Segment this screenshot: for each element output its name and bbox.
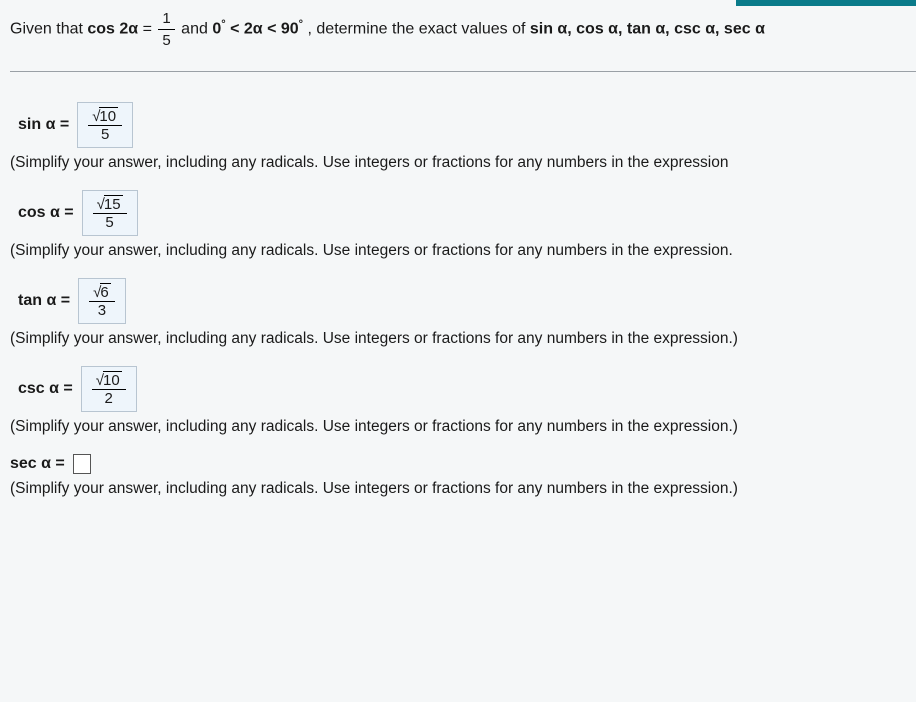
csc-num: 10: [92, 371, 126, 390]
cos-frac: 15 5: [93, 195, 127, 231]
csc-den: 2: [92, 390, 126, 407]
question-fraction: 1 5: [158, 8, 174, 51]
sin-row: sin α = 10 5: [10, 102, 916, 148]
page-content: Given that cos 2α = 1 5 and 0° < 2α < 90…: [0, 0, 916, 498]
cos-label: cos α =: [18, 204, 74, 222]
deg2: °: [299, 18, 303, 30]
cos-num: 15: [93, 195, 127, 214]
sin-hint: (Simplify your answer, including any rad…: [10, 154, 916, 172]
csc-answer-box[interactable]: 10 2: [81, 366, 137, 412]
sin-answer-box[interactable]: 10 5: [77, 102, 133, 148]
sin-radicand: 10: [99, 107, 118, 125]
sin-den: 5: [88, 126, 122, 143]
tan-num: 6: [89, 283, 115, 302]
lt1: <: [230, 21, 244, 38]
two-alpha: 2α: [244, 21, 263, 38]
cos-answer-box[interactable]: 15 5: [82, 190, 138, 236]
sec-row: sec α =: [10, 454, 916, 474]
sin-label: sin α =: [18, 116, 69, 134]
deg1: °: [221, 18, 225, 30]
tan-radicand: 6: [100, 283, 110, 301]
tan-row: tan α = 6 3: [10, 278, 916, 324]
sec-answer-input[interactable]: [73, 454, 91, 474]
cos-row: cos α = 15 5: [10, 190, 916, 236]
lt2: <: [267, 21, 281, 38]
question-suffix: , determine the exact values of: [308, 21, 530, 38]
tan-frac: 6 3: [89, 283, 115, 319]
frac-num: 1: [158, 8, 174, 30]
question-prompt: Given that cos 2α = 1 5 and 0° < 2α < 90…: [10, 8, 916, 51]
divider: [10, 71, 916, 72]
sec-hint: (Simplify your answer, including any rad…: [10, 480, 916, 498]
tan-answer-box[interactable]: 6 3: [78, 278, 126, 324]
csc-row: csc α = 10 2: [10, 366, 916, 412]
csc-radicand: 10: [103, 371, 122, 389]
cos-radicand: 15: [104, 195, 123, 213]
cos-hint: (Simplify your answer, including any rad…: [10, 242, 916, 260]
question-and: and: [181, 21, 212, 38]
tan-den: 3: [89, 302, 115, 319]
question-cos2a: cos 2α: [87, 21, 138, 38]
tan-label: tan α =: [18, 292, 70, 310]
sin-num: 10: [88, 107, 122, 126]
question-prefix: Given that: [10, 21, 87, 38]
tan-hint: (Simplify your answer, including any rad…: [10, 330, 916, 348]
frac-den: 5: [158, 30, 174, 51]
question-eq: =: [143, 21, 157, 38]
range-left: 0: [212, 21, 221, 38]
sec-label: sec α =: [10, 455, 65, 473]
question-list: sin α, cos α, tan α, csc α, sec α: [530, 21, 765, 38]
range-right: 90: [281, 21, 299, 38]
csc-frac: 10 2: [92, 371, 126, 407]
cos-den: 5: [93, 214, 127, 231]
csc-hint: (Simplify your answer, including any rad…: [10, 418, 916, 436]
header-accent-bar: [736, 0, 916, 6]
csc-label: csc α =: [18, 380, 73, 398]
sin-frac: 10 5: [88, 107, 122, 143]
